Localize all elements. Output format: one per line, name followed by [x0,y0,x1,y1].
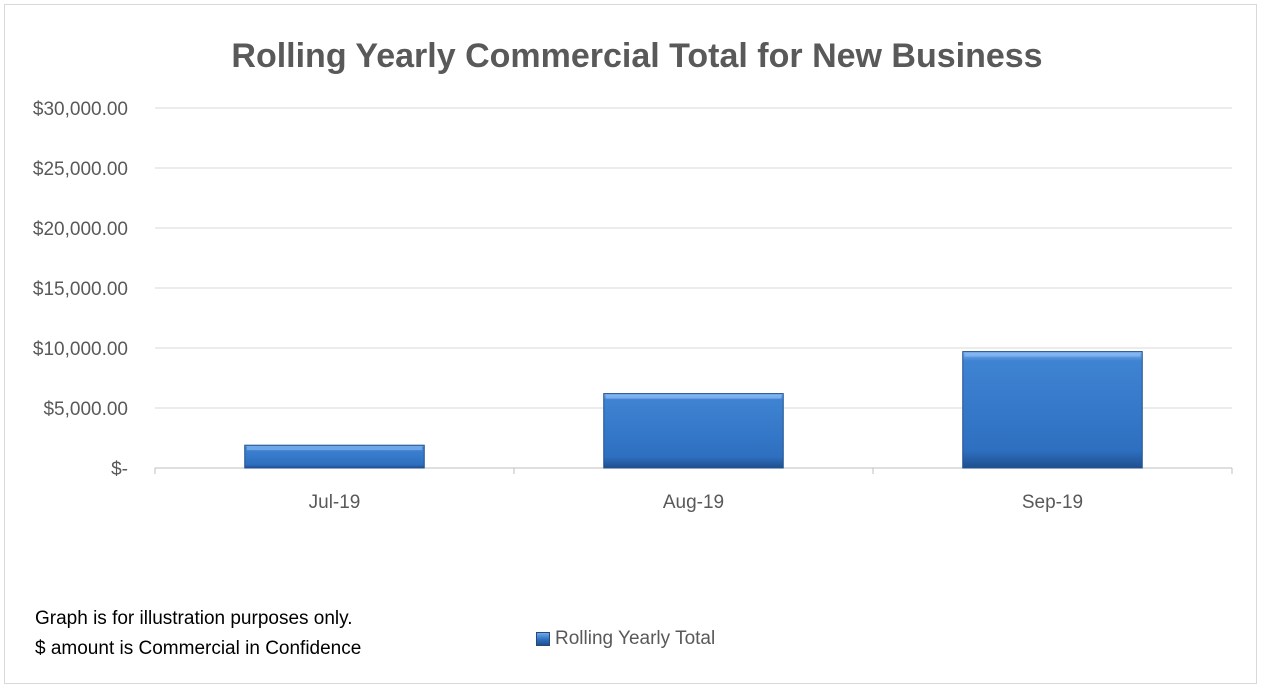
y-tick-label: $20,000.00 [33,219,128,240]
bar-highlight [246,446,423,451]
bar-highlight [605,394,782,399]
note-confidential: $ amount is Commercial in Confidence [35,638,362,659]
x-tick-label: Jul-19 [309,492,361,513]
y-tick-label: $5,000.00 [43,399,128,420]
axes [154,467,1233,474]
y-tick-labels: $- $5,000.00 $10,000.00 $15,000.00 $20,000.0… [33,99,128,480]
bar-aug-19 [603,393,784,469]
x-tick-label: Sep-19 [1022,492,1083,513]
legend-label: Rolling Yearly Total [555,628,716,649]
y-tick-label: $10,000.00 [33,339,128,360]
bar-sep-19 [962,351,1143,469]
y-tick-label: $30,000.00 [33,99,128,120]
x-tick-labels: Jul-19 Aug-19 Sep-19 [309,492,1084,513]
chart-title: Rolling Yearly Commercial Total for New … [231,37,1042,75]
bar-jul-19 [244,444,425,469]
chart-frame [4,4,1257,684]
x-tick-label: Aug-19 [663,492,724,513]
y-tick-label: $15,000.00 [33,279,128,300]
legend-swatch [536,632,550,646]
y-tick-label: $- [111,459,128,480]
note-illustration: Graph is for illustration purposes only. [35,608,353,629]
legend: Rolling Yearly Total [536,628,715,650]
y-tick-label: $25,000.00 [33,159,128,180]
bar-highlight [964,352,1141,357]
bars [244,351,1143,469]
